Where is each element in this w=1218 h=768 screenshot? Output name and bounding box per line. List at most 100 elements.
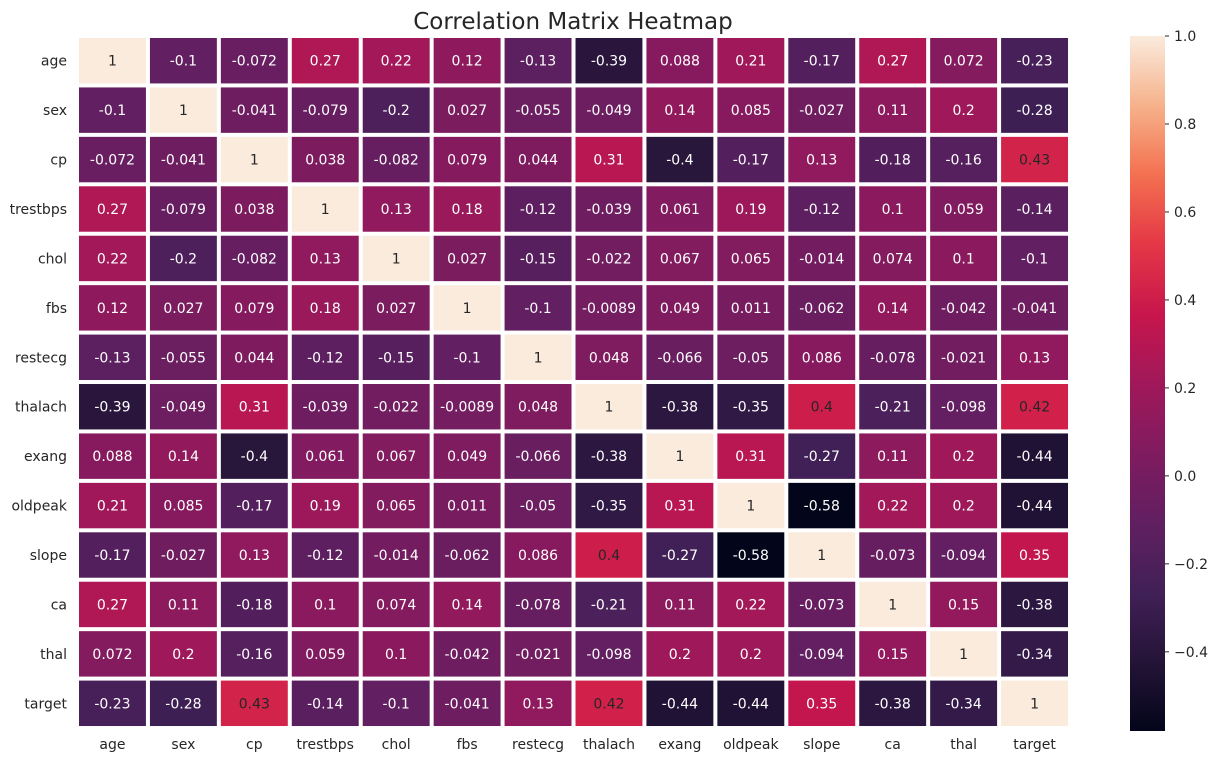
y-tick-label-oldpeak: oldpeak [11,499,67,515]
heatmap-cell-restecg-age [79,334,146,381]
cell-label-target-fbs: -0.041 [445,696,490,712]
cell-label-chol-sex: -0.2 [170,251,197,267]
heatmap-cell-age-restecg [504,38,572,84]
cell-label-thalach-restecg: 0.048 [518,400,558,416]
heatmap-cell-oldpeak-slope [788,482,856,529]
cell-label-cp-restecg: 0.044 [518,153,558,169]
cell-label-sex-exang: 0.14 [664,103,695,119]
heatmap-cell-trestbps-ca [859,186,927,232]
heatmap-cell-thal-target [1001,631,1069,677]
x-tick-label-ca: ca [885,737,901,753]
cell-label-thal-oldpeak: 0.2 [740,647,762,663]
heatmap-cell-thalach-age [79,384,146,430]
heatmap-cell-sex-fbs [433,87,501,133]
heatmap-cell-chol-chol [362,235,430,282]
cell-label-chol-fbs: 0.027 [447,251,487,267]
heatmap-cell-slope-slope [788,532,856,578]
cell-label-sex-thal: 0.2 [952,103,974,119]
cell-label-trestbps-oldpeak: 0.19 [735,202,766,218]
cell-label-exang-slope: -0.27 [804,449,840,465]
heatmap-cell-trestbps-cp [220,186,288,232]
cell-label-restecg-target: 0.13 [1019,350,1050,366]
x-tick-label-thalach: thalach [583,737,635,753]
cell-label-oldpeak-thalach: -0.35 [591,499,627,515]
cell-label-slope-age: -0.17 [94,548,130,564]
heatmap-cell-restecg-target [1001,334,1069,381]
heatmap-cell-chol-age [79,235,146,282]
cell-label-thalach-exang: -0.38 [662,400,698,416]
heatmap-cell-sex-chol [362,87,430,133]
cell-label-exang-thalach: -0.38 [591,449,627,465]
x-tick-label-age: age [99,737,125,753]
cell-label-restecg-slope: 0.086 [802,350,842,366]
cell-label-sex-fbs: 0.027 [447,103,487,119]
cell-label-age-ca: 0.27 [877,54,908,70]
heatmap-cell-age-cp [220,38,288,84]
cell-label-slope-trestbps: -0.12 [307,548,343,564]
cell-label-restecg-cp: 0.044 [234,350,274,366]
cell-label-cp-chol: -0.082 [374,153,419,169]
heatmap-cell-fbs-cp [220,285,288,331]
heatmap-cell-exang-slope [788,433,856,479]
colorbar-tick-label: −0.4 [1174,645,1208,661]
heatmap-cell-cp-cp [220,136,288,183]
heatmap-cell-thal-ca [859,631,927,677]
cell-label-cp-age: -0.072 [90,153,135,169]
cell-label-oldpeak-oldpeak: 1 [746,499,755,515]
heatmap-cell-fbs-sex [149,285,217,331]
x-tick-label-slope: slope [803,737,840,753]
colorbar-tick-label: 0.8 [1174,117,1196,133]
heatmap-cell-sex-age [79,87,146,133]
cell-label-cp-exang: -0.4 [666,153,693,169]
cell-label-exang-fbs: 0.049 [447,449,487,465]
cell-label-target-thalach: 0.42 [593,696,624,712]
heatmap-cell-slope-exang [646,532,714,578]
y-tick-label-target: target [24,696,67,712]
heatmap-cell-exang-chol [362,433,430,479]
cell-label-exang-sex: 0.14 [168,449,199,465]
heatmap-cell-age-oldpeak [717,38,785,84]
heatmap-cell-cp-trestbps [291,136,359,183]
heatmap-cell-ca-fbs [433,581,501,628]
cell-label-ca-target: -0.38 [1016,597,1052,613]
cell-label-thal-trestbps: 0.059 [305,647,345,663]
heatmap-cell-restecg-slope [788,334,856,381]
cell-label-exang-thal: 0.2 [952,449,974,465]
cell-label-age-trestbps: 0.27 [310,54,341,70]
heatmap-cell-thal-age [79,631,146,677]
cell-label-exang-exang: 1 [675,449,684,465]
heatmap-cell-ca-slope [788,581,856,628]
heatmap-cell-cp-chol [362,136,430,183]
cell-label-cp-oldpeak: -0.17 [733,153,769,169]
cell-label-chol-thalach: -0.022 [586,251,631,267]
heatmap-cell-slope-thal [930,532,998,578]
cell-label-restecg-thal: -0.021 [941,350,986,366]
heatmap-cell-target-ca [859,680,927,727]
cell-label-age-sex: -0.1 [170,54,197,70]
cell-label-fbs-exang: 0.049 [660,301,700,317]
x-tick-label-cp: cp [246,737,263,753]
heatmap-cell-target-fbs [433,680,501,727]
heatmap-cell-thalach-thalach [575,384,643,430]
cell-label-exang-cp: -0.4 [241,449,268,465]
heatmap-cell-ca-oldpeak [717,581,785,628]
cell-label-ca-trestbps: 0.1 [314,597,336,613]
cell-label-chol-trestbps: 0.13 [310,251,341,267]
heatmap-cell-restecg-exang [646,334,714,381]
cell-label-cp-fbs: 0.079 [447,153,487,169]
cell-label-sex-thalach: -0.049 [586,103,631,119]
heatmap-cell-target-chol [362,680,430,727]
heatmap-cell-ca-exang [646,581,714,628]
heatmap-cell-slope-oldpeak [717,532,785,578]
heatmap-cell-oldpeak-cp [220,482,288,529]
heatmap-cell-thal-fbs [433,631,501,677]
heatmap-cell-oldpeak-restecg [504,482,572,529]
cell-label-restecg-chol: -0.15 [378,350,414,366]
x-tick-label-exang: exang [658,737,701,753]
cell-label-thal-sex: 0.2 [172,647,194,663]
heatmap-cell-target-target [1001,680,1069,727]
heatmap-cell-trestbps-target [1001,186,1069,232]
x-tick-label-restecg: restecg [512,737,564,753]
cell-label-oldpeak-chol: 0.065 [376,499,416,515]
